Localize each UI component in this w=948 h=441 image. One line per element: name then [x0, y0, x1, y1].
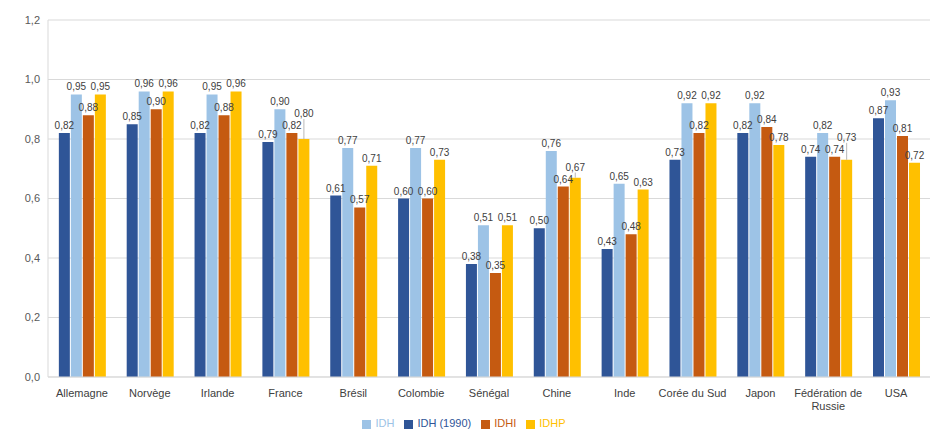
svg-text:0,38: 0,38 — [462, 251, 482, 262]
svg-text:0,82: 0,82 — [55, 120, 75, 131]
svg-text:0,64: 0,64 — [554, 174, 574, 185]
svg-text:0,60: 0,60 — [394, 186, 414, 197]
svg-text:0,77: 0,77 — [338, 135, 358, 146]
svg-text:0,95: 0,95 — [67, 81, 87, 92]
svg-text:0,43: 0,43 — [597, 236, 617, 247]
svg-text:0,81: 0,81 — [893, 123, 913, 134]
svg-text:0,60: 0,60 — [418, 186, 438, 197]
svg-text:0,8: 0,8 — [25, 133, 40, 145]
svg-text:0,65: 0,65 — [609, 171, 629, 182]
svg-text:Norvège: Norvège — [129, 387, 171, 399]
svg-text:0,82: 0,82 — [282, 120, 302, 131]
svg-text:0,95: 0,95 — [202, 81, 222, 92]
svg-text:Irlande: Irlande — [201, 387, 235, 399]
svg-text:0,82: 0,82 — [813, 120, 833, 131]
svg-text:Corée du Sud: Corée du Sud — [659, 387, 727, 399]
svg-text:0,6: 0,6 — [25, 192, 40, 204]
svg-text:0,2: 0,2 — [25, 311, 40, 323]
svg-text:0,88: 0,88 — [214, 102, 234, 113]
svg-text:0,61: 0,61 — [326, 183, 346, 194]
svg-text:0,35: 0,35 — [486, 260, 506, 271]
svg-text:0,93: 0,93 — [881, 87, 901, 98]
svg-text:Fédération deRussie: Fédération deRussie — [794, 387, 862, 412]
svg-text:0,78: 0,78 — [769, 132, 789, 143]
svg-text:0,63: 0,63 — [633, 177, 653, 188]
svg-text:0,90: 0,90 — [146, 96, 166, 107]
svg-text:0,74: 0,74 — [801, 144, 821, 155]
svg-text:Sénégal: Sénégal — [469, 387, 509, 399]
svg-text:0,88: 0,88 — [79, 102, 99, 113]
svg-text:0,92: 0,92 — [677, 90, 697, 101]
svg-text:0,95: 0,95 — [91, 81, 111, 92]
svg-text:0,4: 0,4 — [25, 252, 40, 264]
html-text:IDHI: IDHI — [494, 417, 517, 429]
svg-text:0,73: 0,73 — [430, 147, 450, 158]
svg-text:Japon: Japon — [745, 387, 775, 399]
svg-text:0,79: 0,79 — [258, 129, 278, 140]
svg-text:0,0: 0,0 — [25, 371, 40, 383]
svg-text:USA: USA — [885, 387, 908, 399]
svg-text:0,50: 0,50 — [530, 215, 550, 226]
svg-text:0,85: 0,85 — [122, 111, 142, 122]
html-text:IDH: IDH — [375, 417, 395, 429]
svg-text:0,92: 0,92 — [701, 90, 721, 101]
svg-text:0,51: 0,51 — [498, 212, 518, 223]
svg-text:0,84: 0,84 — [757, 114, 777, 125]
svg-text:0,96: 0,96 — [226, 78, 246, 89]
svg-text:Brésil: Brésil — [340, 387, 368, 399]
svg-text:1,2: 1,2 — [25, 14, 40, 26]
svg-text:0,73: 0,73 — [837, 132, 857, 143]
svg-text:1,0: 1,0 — [25, 73, 40, 85]
svg-text:Inde: Inde — [614, 387, 635, 399]
svg-text:0,92: 0,92 — [745, 90, 765, 101]
svg-text:0,67: 0,67 — [566, 162, 586, 173]
svg-text:Allemagne: Allemagne — [56, 387, 108, 399]
svg-text:0,57: 0,57 — [350, 194, 370, 205]
svg-text:Chine: Chine — [542, 387, 571, 399]
svg-text:0,76: 0,76 — [542, 138, 562, 149]
svg-text:0,82: 0,82 — [733, 120, 753, 131]
svg-text:France: France — [268, 387, 302, 399]
svg-text:0,96: 0,96 — [158, 78, 178, 89]
svg-text:0,51: 0,51 — [474, 212, 494, 223]
html-text:IDHP: IDHP — [539, 417, 566, 429]
svg-text:0,96: 0,96 — [134, 78, 154, 89]
svg-text:Colombie: Colombie — [398, 387, 444, 399]
svg-text:0,71: 0,71 — [362, 153, 382, 164]
svg-text:0,48: 0,48 — [621, 221, 641, 232]
svg-text:0,80: 0,80 — [294, 108, 314, 119]
svg-text:0,82: 0,82 — [190, 120, 210, 131]
svg-text:0,73: 0,73 — [665, 147, 685, 158]
svg-text:0,82: 0,82 — [689, 120, 709, 131]
svg-text:0,87: 0,87 — [869, 105, 889, 116]
svg-text:0,77: 0,77 — [406, 135, 426, 146]
svg-text:0,90: 0,90 — [270, 96, 290, 107]
svg-text:0,72: 0,72 — [905, 150, 925, 161]
svg-text:0,74: 0,74 — [825, 144, 845, 155]
html-text:IDH (1990): IDH (1990) — [417, 417, 472, 429]
